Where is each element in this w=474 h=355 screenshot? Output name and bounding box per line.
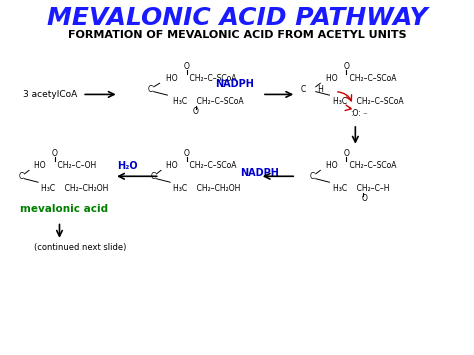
Text: FORMATION OF MEVALONIC ACID FROM ACETYL UNITS: FORMATION OF MEVALONIC ACID FROM ACETYL … <box>68 30 406 40</box>
Text: O: O <box>184 149 190 158</box>
Text: H₃C    CH₂–CH₂OH: H₃C CH₂–CH₂OH <box>173 184 241 193</box>
Text: HO     CH₂–C–SCoA: HO CH₂–C–SCoA <box>166 161 237 170</box>
Text: O: O <box>193 107 199 116</box>
Text: 3 acetylCoA: 3 acetylCoA <box>23 90 78 99</box>
Text: H₃C    CH₂–C–H: H₃C CH₂–C–H <box>333 184 389 193</box>
Text: O: O <box>362 195 367 203</box>
Text: mevalonic acid: mevalonic acid <box>20 204 108 214</box>
Text: H₃C    CH₂–C–SCoA: H₃C CH₂–C–SCoA <box>173 97 244 106</box>
Text: HO     CH₂–C–SCoA: HO CH₂–C–SCoA <box>326 161 396 170</box>
Text: O: O <box>52 149 58 158</box>
Text: H₃C    CH₂–CH₂OH: H₃C CH₂–CH₂OH <box>41 184 109 193</box>
Text: HO     CH₂–C–SCoA: HO CH₂–C–SCoA <box>166 74 237 83</box>
Text: HO     CH₂–C–SCoA: HO CH₂–C–SCoA <box>326 74 396 83</box>
Text: NADPH: NADPH <box>215 79 254 89</box>
Text: O: O <box>343 62 349 71</box>
Text: C     H: C H <box>301 85 324 94</box>
Text: MEVALONIC ACID PATHWAY: MEVALONIC ACID PATHWAY <box>46 6 428 30</box>
Text: C: C <box>310 172 315 181</box>
Text: C: C <box>148 85 153 94</box>
Text: O: O <box>184 62 190 71</box>
Text: :O:: :O: <box>350 109 361 118</box>
Text: H₃C    CH₂–C–SCoA: H₃C CH₂–C–SCoA <box>333 97 403 106</box>
Text: H₂O: H₂O <box>118 161 138 171</box>
Text: NADPH: NADPH <box>240 168 279 178</box>
Text: C: C <box>150 172 155 181</box>
Text: (continued next slide): (continued next slide) <box>34 243 126 252</box>
Text: HO     CH₂–C–OH: HO CH₂–C–OH <box>35 161 97 170</box>
Text: C: C <box>18 172 23 181</box>
Text: O: O <box>343 149 349 158</box>
Text: ⁻: ⁻ <box>362 111 367 120</box>
